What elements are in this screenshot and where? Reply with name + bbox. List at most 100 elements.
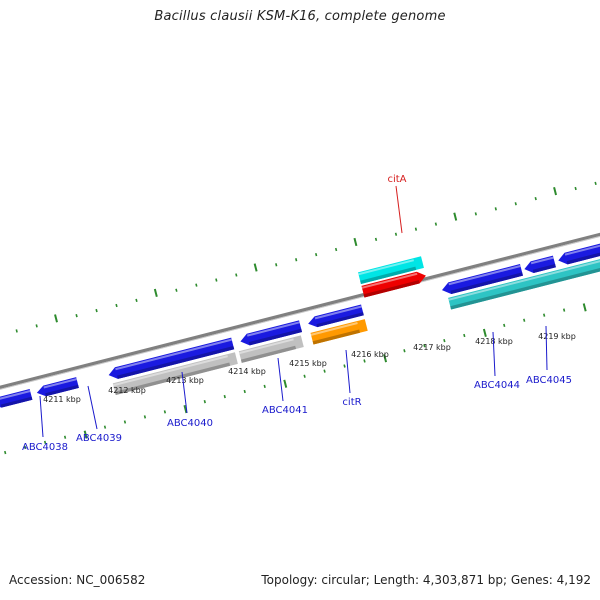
gene-label-abc4038: ABC4038 bbox=[22, 442, 68, 453]
gene-label-layer: ABC4038 ABC4039 ABC4040 ABC4041 citR ABC4044 A… bbox=[22, 174, 572, 453]
outer-tick bbox=[353, 237, 358, 247]
outer-tick bbox=[414, 227, 418, 231]
inner-tick bbox=[243, 389, 246, 394]
inner-tick bbox=[383, 354, 388, 363]
kbp-label-layer: 4211 kbp 4212 kbp 4213 kbp 4214 kbp 4215 kbp… bbox=[43, 332, 576, 404]
leader-line-citr bbox=[345, 349, 351, 394]
inner-tick bbox=[543, 313, 546, 317]
gene-arrow-teal-abc4044-shade bbox=[450, 255, 600, 310]
outer-tick bbox=[195, 283, 198, 287]
gene-arrow-abc4039-body bbox=[36, 377, 79, 397]
gene-label-citr: citR bbox=[342, 397, 361, 408]
gene-arrow-abc4046-highlight bbox=[564, 231, 600, 256]
outer-tick bbox=[494, 207, 497, 211]
gene-arrow-gray-abc4041-highlight bbox=[239, 338, 294, 355]
inner-tick bbox=[203, 400, 206, 404]
gene-arrow-gray-abc4041-body bbox=[238, 335, 304, 363]
outer-tick bbox=[534, 196, 537, 201]
gene-label-cita: citA bbox=[387, 174, 406, 185]
gene-arrow-abc4039 bbox=[36, 377, 79, 397]
outer-tick bbox=[95, 308, 98, 313]
gene-arrow-abc4040-shade bbox=[117, 346, 235, 379]
gene-arrow-cita-red-shade bbox=[363, 280, 420, 298]
outer-tick bbox=[15, 329, 18, 333]
leader-line-abc4039 bbox=[87, 385, 98, 430]
gene-arrow-cita-cyan-highlight bbox=[358, 259, 414, 276]
outer-tick bbox=[175, 288, 178, 292]
inner-tick bbox=[443, 338, 446, 343]
gene-label-abc4044: ABC4044 bbox=[474, 380, 520, 391]
gene-arrow-teal-abc4044 bbox=[448, 245, 600, 310]
gene-arrow-citr-orange-highlight bbox=[310, 322, 358, 336]
gene-arrow-citr-orange-shade bbox=[312, 329, 360, 345]
genome-backbone bbox=[0, 220, 600, 403]
inner-tick bbox=[423, 344, 426, 348]
gene-arrow-abc4041-shade bbox=[248, 328, 303, 346]
gene-arrow-gray-abc4041 bbox=[238, 335, 304, 363]
gene-arrow-cita-cyan bbox=[358, 256, 424, 284]
inner-tick bbox=[183, 405, 188, 414]
inner-tick bbox=[463, 333, 466, 338]
inner-tick bbox=[283, 379, 288, 388]
gene-arrow-abc4040-highlight bbox=[115, 338, 232, 371]
outer-tick bbox=[574, 186, 577, 191]
outer-tick bbox=[35, 324, 38, 328]
feature-layer bbox=[0, 230, 600, 408]
outer-tick bbox=[135, 298, 138, 303]
gene-arrow-abc4044-highlight bbox=[448, 265, 521, 286]
outer-tick bbox=[374, 237, 378, 241]
kbp-label: 4219 kbp bbox=[538, 332, 576, 341]
inner-tick bbox=[83, 430, 88, 439]
inner-tick-track bbox=[4, 303, 587, 455]
gene-arrow-teal-abc4044-body bbox=[448, 245, 600, 310]
inner-tick bbox=[482, 328, 487, 337]
inner-tick bbox=[343, 364, 346, 368]
gene-arrow-abc4038-shade bbox=[0, 396, 33, 408]
outer-tick bbox=[594, 181, 597, 186]
outer-tick bbox=[453, 212, 458, 221]
inner-tick bbox=[103, 425, 107, 429]
kbp-label: 4215 kbp bbox=[289, 359, 327, 368]
outer-tick bbox=[514, 202, 517, 206]
gene-arrow-abc4040-body bbox=[108, 337, 235, 379]
gene-arrow-gray-abc4041-shade bbox=[240, 345, 297, 363]
gene-arrow-abc4045-shade bbox=[532, 264, 556, 273]
kbp-label: 4212 kbp bbox=[108, 386, 146, 395]
gene-arrow-citr-blue-highlight bbox=[314, 305, 362, 320]
gene-arrow-abc4045 bbox=[524, 255, 556, 273]
inner-tick bbox=[363, 359, 366, 363]
gene-arrow-citr-blue bbox=[308, 304, 364, 328]
kbp-label: 4213 kbp bbox=[166, 376, 204, 385]
outer-tick bbox=[54, 314, 58, 323]
gene-arrow-abc4040 bbox=[108, 337, 235, 379]
outer-tick bbox=[295, 258, 298, 262]
inner-tick bbox=[63, 435, 67, 439]
gene-arrow-cita-cyan-shade bbox=[360, 266, 417, 284]
gene-arrow-abc4041 bbox=[240, 320, 303, 346]
inner-tick bbox=[143, 415, 147, 419]
gene-arrow-abc4044-body bbox=[442, 264, 523, 294]
inner-tick bbox=[303, 374, 306, 378]
kbp-label: 4216 kbp bbox=[351, 350, 389, 359]
leader-line-abc4041 bbox=[277, 357, 284, 402]
inner-tick bbox=[43, 440, 47, 445]
kbp-label: 4214 kbp bbox=[228, 367, 266, 376]
inner-tick bbox=[503, 323, 506, 327]
page-title: Bacillus clausii KSM-K16, complete genom… bbox=[154, 9, 446, 24]
gene-arrow-citr-orange-body bbox=[310, 319, 368, 345]
leader-line-abc4044 bbox=[492, 331, 496, 377]
backbone-highlight bbox=[0, 223, 600, 403]
kbp-label: 4218 kbp bbox=[475, 337, 513, 346]
leader-line-abc4045 bbox=[545, 325, 548, 371]
outer-tick bbox=[115, 303, 118, 308]
gene-arrow-citr-blue-body bbox=[308, 304, 364, 328]
gene-label-abc4040: ABC4040 bbox=[167, 418, 213, 429]
inner-tick bbox=[523, 318, 526, 322]
kbp-label: 4217 kbp bbox=[413, 343, 451, 352]
gene-arrow-abc4039-highlight bbox=[43, 378, 77, 389]
gene-arrow-teal-abc4044-highlight bbox=[448, 248, 600, 301]
gene-arrow-cita-red bbox=[361, 271, 426, 298]
inner-tick bbox=[123, 420, 127, 424]
accession-text: Accession: NC_006582 bbox=[9, 573, 146, 587]
